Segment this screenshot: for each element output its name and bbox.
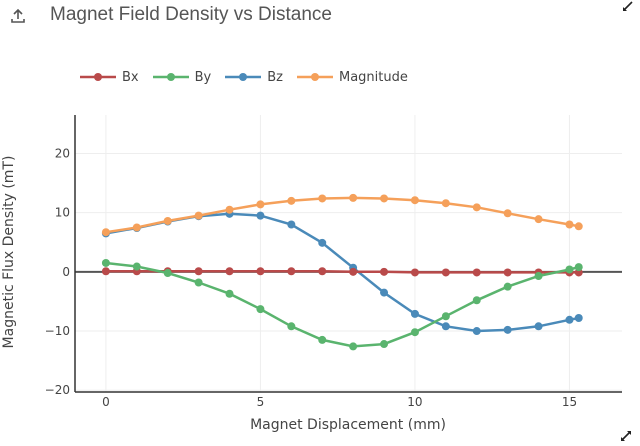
data-point-bz	[318, 238, 327, 247]
y-tick-label: 10	[55, 206, 70, 220]
data-point-bz	[574, 314, 583, 323]
x-tick-label: 15	[562, 395, 577, 409]
data-point-by	[225, 289, 234, 298]
data-point-bx	[256, 267, 265, 276]
data-point-magnitude	[194, 211, 203, 220]
data-point-magnitude	[256, 200, 265, 209]
data-point-bx	[101, 267, 110, 276]
legend-label: Bz	[267, 69, 283, 85]
data-point-by	[194, 278, 203, 287]
data-point-by	[503, 282, 512, 291]
legend-swatch	[80, 73, 116, 81]
data-point-by	[256, 305, 265, 314]
data-point-by	[101, 258, 110, 267]
data-point-magnitude	[318, 194, 327, 203]
legend-item-by[interactable]: By	[152, 69, 212, 85]
data-point-by	[441, 312, 450, 321]
legend-label: Magnitude	[339, 69, 408, 85]
x-tick-label: 5	[257, 395, 265, 409]
data-point-magnitude	[287, 196, 296, 205]
y-tick-label: −20	[45, 383, 70, 397]
data-point-bx	[441, 268, 450, 277]
data-point-by	[132, 262, 141, 271]
data-point-bz	[472, 327, 481, 336]
y-tick-label: −10	[45, 324, 70, 338]
data-point-bx	[503, 268, 512, 277]
data-point-by	[534, 271, 543, 280]
data-point-bz	[287, 220, 296, 229]
chart-header: Magnet Field Density vs Distance	[0, 0, 640, 36]
data-point-by	[318, 335, 327, 344]
data-point-magnitude	[574, 222, 583, 231]
y-tick-label: 20	[55, 146, 70, 160]
data-point-bz	[441, 322, 450, 331]
x-axis-label: Magnet Displacement (mm)	[250, 417, 446, 433]
data-point-by	[472, 296, 481, 305]
data-point-bx	[380, 267, 389, 276]
y-axis-label: Magnetic Flux Density (mT)	[1, 156, 17, 349]
data-point-bz	[503, 325, 512, 334]
data-point-magnitude	[472, 203, 481, 212]
data-point-magnitude	[163, 216, 172, 225]
x-tick-label: 10	[407, 395, 422, 409]
expand-diagonal-icon[interactable]	[622, 0, 634, 11]
data-point-by	[163, 269, 172, 278]
data-point-by	[565, 265, 574, 274]
data-point-bx	[287, 267, 296, 276]
data-point-bx	[410, 268, 419, 277]
data-point-bx	[472, 268, 481, 277]
y-tick-label: 0	[62, 265, 70, 279]
data-point-bz	[534, 322, 543, 331]
data-point-by	[380, 340, 389, 349]
legend-swatch	[297, 73, 333, 81]
data-point-magnitude	[380, 194, 389, 203]
legend-item-bx[interactable]: Bx	[80, 70, 139, 85]
data-point-bx	[318, 267, 327, 276]
data-point-bx	[349, 267, 358, 276]
chart-title: Magnet Field Density vs Distance	[50, 4, 332, 25]
legend-item-bz[interactable]: Bz	[225, 70, 283, 85]
legend-swatch	[152, 73, 189, 81]
data-point-bx	[225, 267, 234, 276]
data-point-magnitude	[441, 199, 450, 208]
data-point-bz	[565, 315, 574, 324]
legend-label: By	[194, 69, 212, 85]
upload-icon[interactable]	[9, 7, 27, 25]
resize-icon[interactable]	[620, 427, 632, 441]
data-point-by	[574, 263, 583, 272]
data-point-magnitude	[132, 223, 141, 232]
data-point-magnitude	[565, 220, 574, 229]
legend-swatch	[225, 73, 262, 81]
data-point-by	[349, 342, 358, 351]
data-point-bx	[194, 267, 203, 276]
data-point-magnitude	[101, 228, 110, 237]
data-point-by	[287, 322, 296, 331]
data-point-magnitude	[410, 196, 419, 205]
data-point-magnitude	[534, 215, 543, 224]
data-point-bz	[410, 309, 419, 318]
data-point-by	[410, 328, 419, 337]
data-point-bz	[256, 211, 265, 220]
legend-item-magnitude[interactable]: Magnitude	[297, 70, 408, 85]
legend-label: Bx	[122, 69, 139, 85]
data-point-bz	[380, 288, 389, 297]
x-tick-label: 0	[102, 395, 110, 409]
data-point-magnitude	[503, 209, 512, 218]
data-point-magnitude	[349, 193, 358, 202]
data-point-magnitude	[225, 205, 234, 214]
chart-legend: Bx By Bz Magnitude	[80, 67, 422, 87]
